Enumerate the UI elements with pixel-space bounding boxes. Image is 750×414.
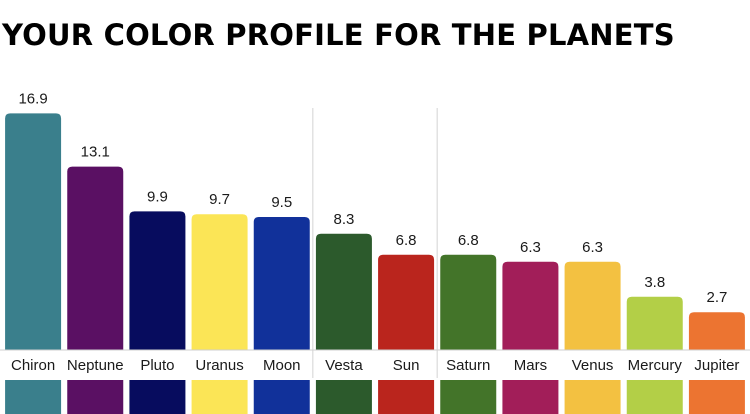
value-label-mercury: 3.8 [644, 274, 665, 291]
bar-sun [378, 254, 435, 350]
value-label-chiron: 16.9 [18, 90, 47, 107]
value-label-sun: 6.8 [396, 232, 417, 249]
swatch-mars [502, 380, 559, 414]
swatch-mercury [626, 380, 683, 414]
value-label-mars: 6.3 [520, 239, 541, 256]
category-label-jupiter: Jupiter [694, 357, 739, 374]
value-label-jupiter: 2.7 [706, 289, 727, 306]
value-label-saturn: 6.8 [458, 232, 479, 249]
swatch-moon [253, 380, 310, 414]
swatch-sun [378, 380, 435, 414]
bar-pluto [129, 211, 186, 350]
value-label-venus: 6.3 [582, 239, 603, 256]
bar-chiron [5, 113, 62, 351]
value-label-neptune: 13.1 [81, 144, 110, 161]
category-label-sun: Sun [393, 357, 420, 374]
category-labels: Chiron Neptune Pluto Uranus Moon Vesta Sun Satu… [11, 357, 739, 374]
value-label-pluto: 9.9 [147, 188, 168, 205]
value-label-moon: 9.5 [271, 194, 292, 211]
category-label-mars: Mars [514, 357, 547, 374]
bar-moon [253, 217, 310, 350]
bar-neptune [67, 166, 124, 350]
value-label-vesta: 8.3 [333, 211, 354, 228]
category-label-moon: Moon [263, 357, 301, 374]
swatch-chiron [5, 380, 62, 414]
category-label-saturn: Saturn [446, 357, 490, 374]
category-label-vesta: Vesta [325, 357, 363, 374]
category-label-pluto: Pluto [140, 357, 174, 374]
bar-uranus [191, 214, 248, 350]
bar-venus [564, 261, 621, 350]
bar-saturn [440, 254, 497, 350]
swatch-venus [564, 380, 621, 414]
category-label-venus: Venus [572, 357, 614, 374]
swatch-vesta [315, 380, 372, 414]
chart-title: YOUR COLOR PROFILE FOR THE PLANETS [2, 18, 675, 52]
bar-jupiter [688, 312, 745, 350]
value-label-uranus: 9.7 [209, 191, 230, 208]
swatch-uranus [191, 380, 248, 414]
swatch-jupiter [688, 380, 745, 414]
swatch-neptune [67, 380, 124, 414]
category-label-uranus: Uranus [195, 357, 243, 374]
bars [5, 113, 745, 351]
swatch-saturn [440, 380, 497, 414]
bar-vesta [315, 233, 372, 350]
group-dividers [312, 108, 438, 378]
bar-mars [502, 261, 559, 350]
color-swatches [5, 380, 745, 414]
bar-mercury [626, 296, 683, 350]
swatch-pluto [129, 380, 186, 414]
category-label-chiron: Chiron [11, 357, 55, 374]
category-label-neptune: Neptune [67, 357, 124, 374]
category-label-mercury: Mercury [628, 357, 683, 374]
value-labels: 16.9 13.1 9.9 9.7 9.5 8.3 6.8 6.8 6.3 6.3 3.8 2.7 [18, 90, 727, 306]
